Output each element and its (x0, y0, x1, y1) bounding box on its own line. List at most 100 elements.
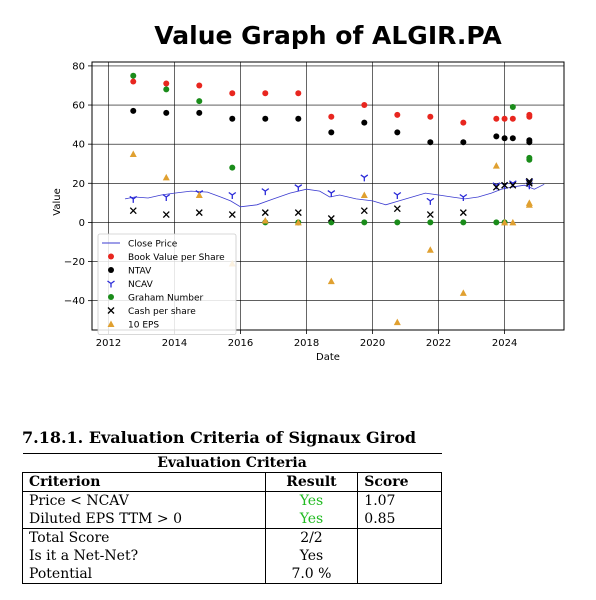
ncav-point (393, 191, 402, 200)
book-value-per-share-point (526, 111, 533, 118)
book-value-per-share-point (328, 113, 335, 120)
x-stroke (360, 207, 368, 215)
10-eps-point (492, 162, 500, 169)
ntav-point (394, 129, 401, 136)
ncav-point (492, 182, 501, 190)
graham-number-point (427, 219, 434, 226)
ncav-point (294, 184, 303, 192)
tri-stroke (459, 193, 468, 201)
ntav-point (460, 139, 467, 146)
ntav-point (427, 139, 434, 146)
legend-swatch-ncav (107, 280, 115, 288)
legend-swatch-cash-per-share (107, 307, 115, 314)
10-eps-point (360, 191, 368, 199)
10-eps-point (327, 277, 335, 285)
10-eps-point (261, 216, 269, 224)
ncav-point (327, 190, 336, 198)
book-value-per-share-point (493, 115, 500, 122)
x-stroke (525, 179, 533, 187)
book-value-per-share-point (163, 80, 170, 87)
column-header-result: Result (265, 472, 359, 492)
x-tick-label: 2012 (96, 338, 121, 349)
result-cell: Yes (265, 510, 359, 529)
ntav-point (295, 115, 302, 122)
y-tick-label: 20 (72, 179, 85, 190)
tri-stroke (107, 280, 115, 288)
ncav-point (426, 197, 435, 205)
tri-stroke (261, 188, 270, 196)
table-caption: Evaluation Criteria (22, 453, 442, 473)
plot-area: 2012 2014 2016 2018 2020 2022 2024 −40 −20 0 20 40 6… (64, 61, 565, 349)
x-tick-label: 2024 (492, 338, 517, 349)
x-stroke (327, 215, 335, 222)
y-tick-label: −20 (64, 257, 85, 268)
ntav-point (262, 115, 269, 122)
ntav-point (229, 115, 236, 122)
x-tick-label: 2014 (162, 338, 187, 349)
10-eps-point (162, 173, 170, 181)
summary-empty-cell (357, 565, 442, 584)
graham-number-point (196, 98, 203, 105)
evaluation-criteria-table: Evaluation Criteria Criterion Result Sco… (22, 453, 442, 584)
legend-label: 10 EPS (128, 321, 159, 331)
y-tick-label: 80 (72, 61, 85, 72)
cash-per-share-point (492, 183, 500, 191)
cash-per-share-point (360, 207, 368, 215)
criterion-cell: Diluted EPS TTM > 0 (22, 510, 266, 529)
legend-label: Book Value per Share (128, 253, 225, 263)
summary-empty-cell (357, 528, 442, 547)
book-value-per-share-point (229, 90, 236, 97)
table-header-row: Criterion Result Score (22, 472, 442, 492)
y-tick-label: 0 (79, 218, 85, 229)
legend-swatch-10-eps (107, 320, 115, 327)
x-stroke (426, 211, 434, 219)
plot-frame (91, 61, 565, 331)
table-row: Price < NCAV Yes 1.07 (22, 491, 442, 510)
tri-stroke (294, 184, 303, 192)
chart-title: Value Graph of ALGIR.PA (154, 21, 502, 50)
column-header-criterion: Criterion (22, 472, 266, 492)
x-stroke (162, 211, 170, 219)
10-eps-point (129, 150, 137, 157)
cash-per-share-point (501, 181, 509, 189)
x-stroke (129, 207, 137, 215)
ncav-point (129, 195, 138, 203)
cash-per-share-point (525, 179, 533, 187)
summary-label: Total Score (22, 528, 266, 547)
summary-row: Total Score 2/2 (22, 528, 442, 547)
legend-label: Graham Number (128, 294, 203, 304)
ntav-point (526, 139, 533, 146)
10-eps-point (195, 191, 203, 199)
ncav-point (360, 174, 369, 182)
cash-per-share-point (294, 209, 302, 217)
graham-number-point (493, 219, 500, 226)
tri-stroke (492, 182, 501, 190)
x-stroke (294, 209, 302, 217)
ntav-point (196, 109, 203, 116)
graham-number-point (526, 156, 533, 163)
section-heading: 7.18.1. Evaluation Criteria of Signaux G… (22, 428, 417, 447)
graham-number-point (394, 219, 401, 226)
ntav-point (361, 119, 368, 126)
summary-label: Is it a Net-Net? (22, 547, 266, 565)
summary-row: Is it a Net-Net? Yes (22, 547, 442, 565)
book-value-per-share-point (361, 102, 368, 109)
ncav-point (228, 191, 237, 200)
summary-value: 2/2 (265, 528, 359, 547)
ntav-point (509, 135, 516, 142)
y-tick-label: 60 (72, 101, 85, 112)
book-value-per-share-point (196, 82, 203, 89)
legend-swatch-ntav (108, 267, 114, 273)
legend-label: Cash per share (128, 307, 196, 317)
graham-number-point (509, 103, 516, 110)
10-eps-point (509, 218, 517, 226)
legend-box (97, 233, 237, 335)
cash-per-share-point (228, 211, 236, 219)
x-stroke (509, 181, 517, 189)
column-header-score: Score (357, 472, 442, 492)
x-tick-label: 2016 (228, 338, 253, 349)
cash-per-share-point (261, 209, 269, 217)
tri-stroke (426, 197, 435, 205)
x-stroke (107, 307, 115, 314)
ntav-point (130, 107, 137, 114)
